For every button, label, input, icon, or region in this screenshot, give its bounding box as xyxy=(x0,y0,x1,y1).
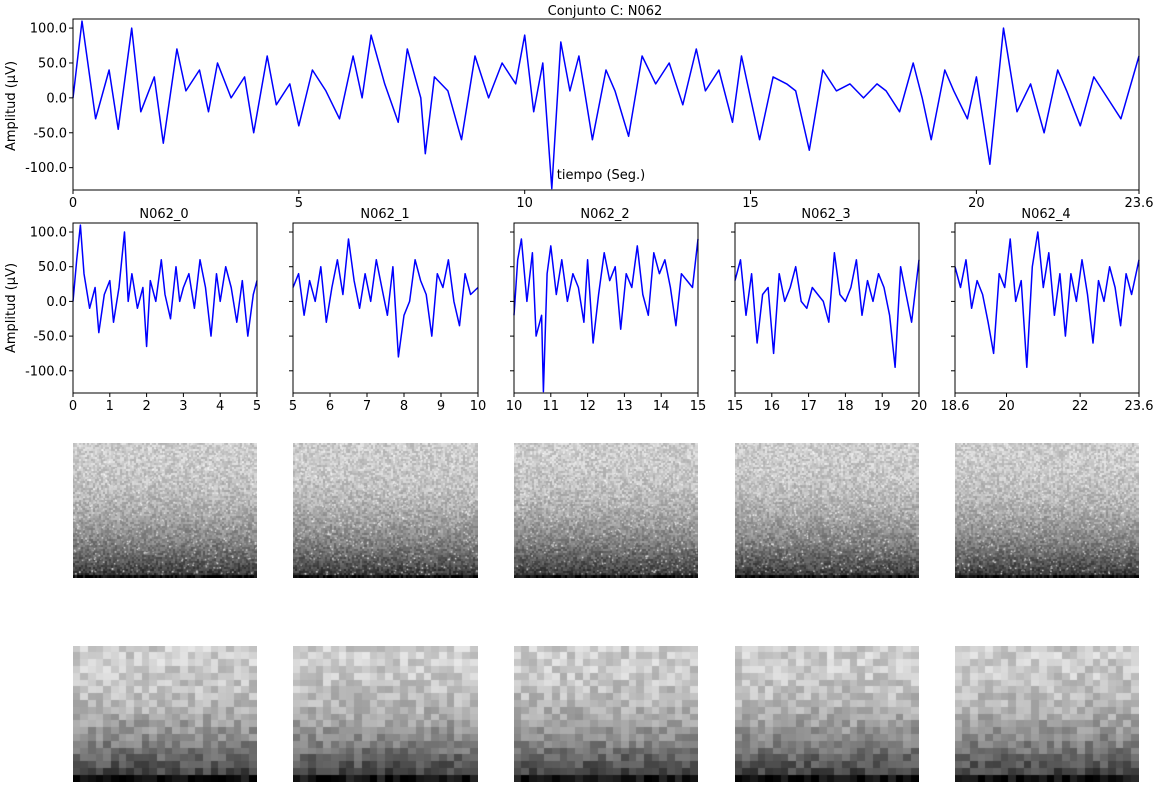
seg2-xtick-label: 11 xyxy=(543,399,560,414)
segment-plot-0: 0 1 2 3 4 5 -100.0 -50.0 0.0 50.0 100.0 xyxy=(25,222,261,414)
main-ytick-label: 50.0 xyxy=(38,56,67,71)
seg1-axes-frame xyxy=(292,222,479,394)
segment-title-4: N062_4 xyxy=(1021,207,1070,222)
seg1-xtick-label: 6 xyxy=(326,399,334,414)
seg2-xtick-label: 10 xyxy=(506,399,523,414)
seg2-xtick-label: 13 xyxy=(616,399,633,414)
spectrogram-image-2 xyxy=(514,443,698,578)
main-plot: 0 5 10 15 20 23.6 -100.0 -50.0 0.0 50.0 100.0 xyxy=(25,18,1154,211)
segment-title-3: N062_3 xyxy=(801,207,850,222)
seg4-axes-frame xyxy=(954,222,1140,394)
seg3-xtick-label: 18 xyxy=(837,399,854,414)
main-xtick-label: 20 xyxy=(968,196,985,211)
seg4-xtick-label: 22 xyxy=(1072,399,1089,414)
segment-plot-1: 5 6 7 8 9 10 xyxy=(289,222,487,414)
main-xtick-label: 10 xyxy=(516,196,533,211)
main-xtick-label: 5 xyxy=(295,196,303,211)
seg0-ytick-label: -100.0 xyxy=(25,364,67,379)
main-series-line xyxy=(72,20,1140,190)
seg0-axes-frame xyxy=(72,222,258,394)
seg0-xtick-label: 3 xyxy=(179,399,187,414)
seg3-xtick-label: 15 xyxy=(727,399,744,414)
seg4-xtick-label: 18.6 xyxy=(941,399,970,414)
pixelated-image-0 xyxy=(73,646,257,782)
main-ytick-label: -50.0 xyxy=(33,126,67,141)
pixelated-image-1 xyxy=(293,646,478,782)
pixelated-image-2 xyxy=(514,646,698,782)
spectrogram-image-3 xyxy=(735,443,919,578)
segment-title-1: N062_1 xyxy=(360,207,409,222)
seg2-series-line xyxy=(513,238,699,393)
spectrogram-image-4 xyxy=(955,443,1139,578)
main-ytick-label: 100.0 xyxy=(30,22,67,37)
seg0-xtick-label: 4 xyxy=(216,399,224,414)
main-ytick-label: 0.0 xyxy=(46,91,67,106)
spectrogram-image-0 xyxy=(73,443,257,578)
main-xtick-label: 0 xyxy=(69,196,77,211)
seg1-xtick-label: 10 xyxy=(470,399,487,414)
seg0-ytick-label: -50.0 xyxy=(33,330,67,345)
main-ytick-label: -100.0 xyxy=(25,161,67,176)
main-xtick-label: 23.6 xyxy=(1125,196,1154,211)
seg0-xtick-label: 5 xyxy=(253,399,261,414)
seg2-xtick-label: 14 xyxy=(653,399,670,414)
seg3-axes-frame xyxy=(734,222,920,394)
seg1-xtick-label: 7 xyxy=(363,399,371,414)
main-title: Conjunto C: N062 xyxy=(548,4,663,19)
seg3-series-line xyxy=(734,252,920,369)
seg0-ytick-label: 100.0 xyxy=(30,226,67,241)
seg0-ytick-label: 50.0 xyxy=(38,260,67,275)
segment-title-2: N062_2 xyxy=(580,207,629,222)
seg1-xtick-label: 9 xyxy=(437,399,445,414)
seg0-xtick-label: 0 xyxy=(69,399,77,414)
seg3-xtick-label: 16 xyxy=(764,399,781,414)
seg1-xtick-label: 5 xyxy=(289,399,297,414)
main-xlabel: tiempo (Seg.) xyxy=(557,168,646,183)
seg3-xtick-label: 19 xyxy=(874,399,891,414)
segment-title-0: N062_0 xyxy=(139,207,188,222)
seg3-xtick-label: 17 xyxy=(800,399,817,414)
seg1-series-line xyxy=(292,238,479,358)
seg1-xtick-label: 8 xyxy=(400,399,408,414)
segment-plot-4: 18.6 20 22 23.6 xyxy=(941,222,1154,414)
spectrogram-image-1 xyxy=(293,443,478,578)
seg2-xtick-label: 12 xyxy=(579,399,596,414)
seg2-axes-frame xyxy=(513,222,699,394)
segment-plot-2: 10 11 12 13 14 15 xyxy=(506,222,707,414)
seg2-xtick-label: 15 xyxy=(690,399,707,414)
main-axes-frame xyxy=(72,18,1140,191)
pixelated-image-4 xyxy=(955,646,1139,782)
seg0-xtick-label: 2 xyxy=(142,399,150,414)
segment-ylabel: Amplitud (μV) xyxy=(4,263,19,353)
main-xtick-label: 15 xyxy=(742,196,759,211)
seg0-xtick-label: 1 xyxy=(106,399,114,414)
seg3-xtick-label: 20 xyxy=(911,399,928,414)
main-ylabel: Amplitud (μV) xyxy=(4,61,19,151)
seg4-xtick-label: 23.6 xyxy=(1125,399,1154,414)
seg0-ytick-label: 0.0 xyxy=(46,295,67,310)
seg4-xtick-label: 20 xyxy=(998,399,1015,414)
seg4-series-line xyxy=(954,231,1140,369)
pixelated-image-3 xyxy=(735,646,919,782)
segment-plot-3: 15 16 17 18 19 20 xyxy=(727,222,928,414)
seg0-series-line xyxy=(72,224,258,348)
